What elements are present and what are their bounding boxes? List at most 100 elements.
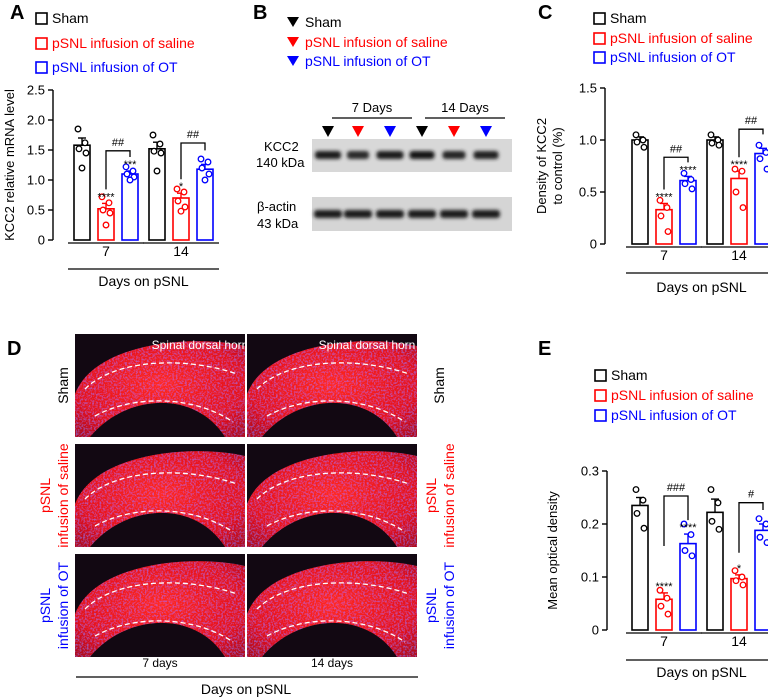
data-point bbox=[153, 167, 161, 175]
dorsal-horn-boundary-inner bbox=[266, 620, 406, 643]
comparison-bracket bbox=[180, 142, 206, 180]
micrograph-panel: Spinal dorsal horn Spinal dorsal horn Sha… bbox=[37, 334, 457, 697]
data-point bbox=[102, 221, 110, 229]
panel-label-a: A bbox=[10, 2, 25, 24]
actin-band bbox=[344, 210, 372, 218]
bar-ot-7 bbox=[121, 173, 139, 241]
legend-label-sham: Sham bbox=[610, 10, 647, 26]
x-tick-label: 14 bbox=[731, 247, 747, 263]
data-point bbox=[714, 499, 722, 507]
data-point bbox=[755, 515, 763, 523]
data-point bbox=[78, 164, 86, 172]
western-blot-panel: Sham pSNL infusion of saline pSNL infusi… bbox=[256, 14, 512, 231]
data-point bbox=[181, 203, 189, 211]
legend-c: Sham pSNL infusion of saline pSNL infusi… bbox=[593, 10, 753, 65]
data-point bbox=[656, 586, 664, 594]
data-point bbox=[680, 169, 688, 177]
x-tick-label: 14 bbox=[173, 243, 189, 259]
bar-sham-14 bbox=[148, 148, 166, 241]
bar-saline-14 bbox=[730, 177, 748, 245]
data-point bbox=[731, 165, 739, 173]
data-point bbox=[763, 539, 768, 546]
significance-stars: * bbox=[179, 181, 184, 193]
kcc2-band bbox=[376, 151, 404, 159]
significance-stars: **** bbox=[655, 191, 673, 203]
significance-stars: *** bbox=[124, 159, 138, 171]
micrograph-tile bbox=[247, 554, 417, 657]
data-point bbox=[708, 139, 716, 147]
significance-stars: **** bbox=[655, 581, 673, 593]
chart-c: Sham pSNL infusion of saline pSNL infusi… bbox=[534, 10, 768, 295]
comparison-marks: ### bbox=[667, 482, 686, 494]
data-point bbox=[174, 197, 182, 205]
lane-marker-sham bbox=[416, 126, 428, 137]
data-point bbox=[633, 138, 641, 146]
plot-area-c: 0 0.5 1.0 1.5 Density of KCC2 to control (%) *… bbox=[534, 81, 768, 295]
legend-label-ot: pSNL infusion of OT bbox=[305, 53, 431, 69]
bar-sham-7 bbox=[631, 139, 649, 245]
data-point bbox=[664, 610, 672, 618]
bar-sham-14 bbox=[706, 139, 724, 245]
data-point bbox=[681, 547, 689, 554]
micro-col-label-14: 14 days bbox=[311, 656, 353, 670]
blot-day14-label: 14 Days bbox=[441, 100, 489, 115]
kcc2-bands bbox=[315, 151, 499, 159]
row-label-line1: pSNL bbox=[423, 588, 439, 623]
micro-col-label-7: 7 days bbox=[142, 656, 177, 670]
legend-label-sham: Sham bbox=[611, 367, 648, 383]
actin-label-line2: 43 kDa bbox=[257, 216, 299, 231]
legend-label-saline: pSNL infusion of saline bbox=[610, 30, 753, 46]
comparison-bracket bbox=[663, 156, 689, 190]
comparison-bracket bbox=[738, 128, 764, 158]
dorsal-horn-boundary-inner bbox=[94, 510, 234, 533]
dorsal-horn-boundary-outer bbox=[84, 582, 238, 610]
row-label-line1: Sham bbox=[431, 367, 447, 404]
chart-a: Sham pSNL infusion of saline pSNL infusi… bbox=[2, 10, 219, 289]
comparison-marks: ## bbox=[187, 129, 200, 141]
data-point bbox=[639, 136, 647, 144]
region-label: Spinal dorsal horn bbox=[152, 338, 249, 352]
y-axis-label: to control (%) bbox=[550, 127, 565, 204]
kcc2-band bbox=[347, 151, 369, 159]
legend-swatch-ot bbox=[594, 409, 607, 422]
data-point bbox=[687, 176, 695, 183]
data-point bbox=[126, 176, 134, 184]
y-axis-label: Mean optical density bbox=[545, 491, 560, 610]
data-point bbox=[680, 520, 688, 528]
data-point bbox=[640, 143, 648, 151]
data-point bbox=[150, 147, 158, 155]
legend-triangle-ot bbox=[287, 56, 299, 66]
data-point bbox=[715, 141, 723, 149]
data-point bbox=[738, 167, 746, 175]
micrograph-tile bbox=[75, 444, 245, 547]
y-axis-label: Density of KCC2 bbox=[534, 118, 549, 214]
legend-label-sham: Sham bbox=[305, 14, 342, 30]
legend-a: Sham pSNL infusion of saline pSNL infusi… bbox=[35, 10, 195, 75]
x-tick-label: 7 bbox=[102, 243, 110, 259]
actin-band bbox=[472, 210, 500, 218]
data-point bbox=[197, 155, 205, 163]
micro-xlabel: Days on pSNL bbox=[201, 681, 291, 697]
comparison-bracket bbox=[738, 502, 764, 553]
kcc2-band bbox=[409, 151, 435, 159]
data-point bbox=[762, 149, 768, 156]
kcc2-band bbox=[315, 151, 341, 159]
data-point bbox=[739, 581, 747, 589]
legend-label-saline: pSNL infusion of saline bbox=[52, 35, 195, 51]
legend-swatch-ot bbox=[593, 51, 606, 64]
data-point bbox=[632, 486, 640, 493]
data-point bbox=[198, 164, 206, 172]
significance-stars: **** bbox=[679, 164, 697, 176]
lane-marker-saline bbox=[352, 126, 364, 137]
data-point bbox=[656, 196, 664, 204]
y-tick-label: 2.5 bbox=[27, 83, 45, 98]
data-point bbox=[681, 180, 689, 188]
row-label-line2: infusion of OT bbox=[441, 561, 457, 649]
y-tick-label: 1.5 bbox=[579, 81, 597, 96]
data-point bbox=[738, 573, 746, 581]
data-point bbox=[123, 170, 131, 178]
significance-stars: **** bbox=[730, 159, 748, 171]
comparison-marks: # bbox=[748, 489, 755, 501]
legend-b: Sham pSNL infusion of saline pSNL infusi… bbox=[287, 14, 448, 69]
